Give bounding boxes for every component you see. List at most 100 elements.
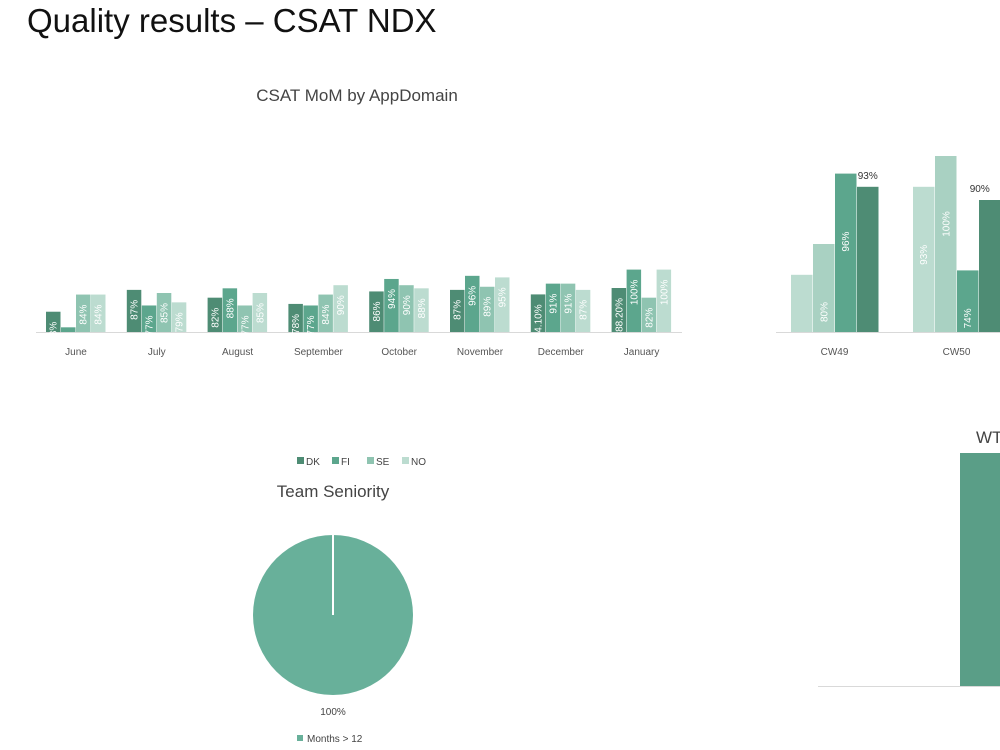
chart1-bar [252,293,268,332]
chart1-bar [141,305,157,332]
chart1-bar [480,286,495,332]
chart1-data-label: 95% [498,287,509,307]
chart1-bar [560,283,576,332]
chart1-data-label: 100% [659,279,670,305]
chart1-data-label: 88.20% [614,298,625,332]
chart1-category-label: August [222,347,253,358]
chart2-bar [957,270,979,332]
chart2-category-label: CW49 [821,347,849,358]
chart1-bar [91,294,106,332]
pie-title: Team Seniority [277,482,390,501]
chart2-data-label: 93% [919,245,930,265]
chart1-data-label: 100% [629,279,640,305]
chart1-data-label: 90% [336,295,347,315]
chart1-data-label: 91% [549,294,560,314]
chart1-data-label: 77% [306,315,317,335]
chart2-bar [913,186,935,332]
chart1-category-label: September [294,347,344,358]
chart2-data-label: 74% [963,308,974,328]
chart1-bar [545,283,561,332]
chart4-title: WT [976,428,1000,447]
chart2-data-label: 73% [797,333,808,353]
chart1-bar [46,311,61,332]
chart1-category-label: December [538,347,585,358]
legend-label-se: SE [376,457,390,468]
chart1-bar [611,288,627,332]
chart2-data-label: 93% [858,171,878,182]
chart1-data-label: 63% [64,337,75,357]
chart1-data-label: 96% [468,286,479,306]
chart2-bar [979,200,1000,332]
chart1-bar [450,289,465,332]
chart1-data-label: 79% [175,312,186,332]
chart1-data-label: 94% [387,289,398,309]
chart1-data-label: 84% [321,304,332,324]
chart1-data-label: 88% [225,298,236,318]
chart1-bar [399,285,414,332]
legend-swatch-no [402,457,409,464]
chart1-bar [222,288,238,332]
legend-label-no: NO [411,457,426,468]
chart1-data-label: 88% [417,298,428,318]
chart1-data-label: 82% [210,308,221,328]
chart1-bar [237,305,253,332]
chart1-data-label: 87% [579,300,590,320]
chart2-data-label: 80% [819,302,830,322]
chart1-data-label: 86% [372,301,383,321]
chart2-bar [835,173,857,332]
chart2-category-label: CW50 [943,347,971,358]
chart1-title: CSAT MoM by AppDomain [256,86,458,105]
chart1-category-label: July [148,347,166,358]
chart2-bar [813,244,835,332]
chart1-bar [76,294,91,332]
chart2-data-label: 90% [970,184,990,195]
chart4-bar [960,453,1000,686]
chart1-data-label: 77% [240,315,251,335]
chart2-data-label: 96% [841,231,852,251]
chart1-bar [288,303,303,332]
chart2-bar [857,186,879,332]
legend-swatch-se [367,457,374,464]
chart1-bar [495,277,510,332]
chart1-data-label: 82% [644,308,655,328]
chart1-data-label: 84% [79,304,90,324]
pie-legend-swatch [297,735,303,741]
chart1-category-label: October [381,347,417,358]
legend-swatch-fi [332,457,339,464]
pie-legend-label: Months > 12 [307,734,363,745]
chart1-data-label: 84.10% [534,304,545,338]
legend-swatch-dk [297,457,304,464]
chart1-bar [171,302,187,332]
chart1-data-label: 73% [49,322,60,342]
chart1-bar [369,291,384,332]
legend-label-fi: FI [341,457,350,468]
chart1-bar [61,327,76,332]
chart1-bar [641,297,657,332]
chart1-data-label: 78% [291,314,302,334]
chart1-bar [333,285,348,332]
chart1-bar [207,297,223,332]
chart2-bar [935,156,957,332]
chart1-data-label: 90% [402,295,413,315]
chart2-data-label: 100% [941,211,952,237]
chart1-data-label: 77% [145,315,156,335]
chart1-bar [656,269,672,332]
chart1-bar [303,305,318,332]
chart1-data-label: 85% [255,303,266,323]
legend-label-dk: DK [306,457,320,468]
chart1-data-label: 85% [160,303,171,323]
chart1-category-label: January [624,347,660,358]
chart1-bar [318,294,333,332]
chart1-data-label: 91% [564,294,575,314]
chart1-data-label: 87% [130,300,141,320]
chart2-bar [791,274,813,332]
chart1-category-label: November [457,347,504,358]
chart1-bar [126,289,142,332]
chart1-category-label: June [65,347,87,358]
chart1-bar [575,289,591,332]
chart1-bar [530,294,546,332]
pie-data-label: 100% [320,707,346,718]
chart1-bar [414,288,429,332]
chart1-data-label: 87% [453,300,464,320]
chart1-bar [626,269,642,332]
